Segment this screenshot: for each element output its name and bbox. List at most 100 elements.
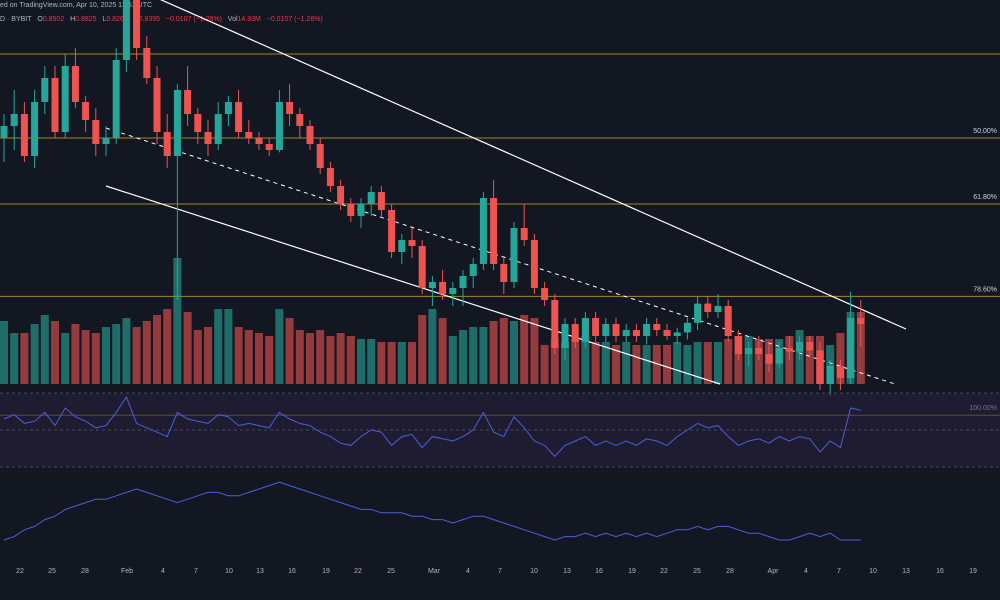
time-tick-label: 25: [48, 568, 56, 575]
volume-bar: [673, 342, 682, 384]
high-label: H: [70, 16, 76, 23]
candle-body: [224, 101, 232, 114]
time-tick-label: 25: [693, 568, 701, 575]
volume-bar: [510, 321, 518, 384]
volume-bar: [520, 315, 529, 384]
candle-body: [500, 264, 508, 283]
candle-body: [306, 125, 314, 145]
time-tick-label: Mar: [428, 568, 441, 575]
volume-bar: [20, 333, 29, 384]
candle-body: [775, 348, 783, 364]
time-tick-label: 19: [969, 568, 977, 575]
volume-bar: [703, 342, 712, 384]
candle-body: [0, 125, 8, 138]
candle-body: [388, 210, 396, 253]
candle-body: [724, 306, 732, 337]
channel-midline: [105, 127, 896, 385]
chart-header: ed on TradingView.com, Apr 10, 2025 12:5…: [0, 0, 1000, 32]
volume-bar: [459, 330, 467, 384]
volume-bar: [204, 327, 212, 384]
candle-body: [102, 138, 110, 145]
candle-body: [541, 288, 549, 301]
candle-body: [214, 113, 222, 145]
candle-body: [265, 144, 273, 151]
volume-bar: [408, 342, 416, 384]
time-axis: 22 25 28 Feb 4 7 10 13 16 19 22 25 Mar 4 7 10 13 16 19 22 25…: [16, 568, 977, 575]
time-tick-label: 25: [387, 568, 395, 575]
time-tick-label: 28: [726, 568, 734, 575]
volume-bar: [550, 339, 559, 384]
volume-bar: [81, 330, 90, 384]
volume-bar: [163, 309, 172, 384]
candle-body: [10, 113, 18, 126]
volume-bar: [428, 309, 437, 384]
low-value: 0.8262: [106, 16, 128, 23]
candle-body: [734, 336, 742, 355]
candle-body: [398, 240, 406, 253]
volume-bar: [724, 339, 733, 384]
vol-label: Vol: [227, 16, 238, 23]
candle-body: [663, 330, 671, 337]
volume-bar: [714, 342, 722, 384]
volume-bar: [571, 339, 580, 384]
candle-body: [694, 303, 702, 323]
time-tick-label: 16: [936, 568, 944, 575]
candle-body: [571, 324, 579, 343]
fib-label: 61.80%: [973, 194, 997, 201]
candle-body: [755, 348, 763, 355]
volume-bar: [326, 336, 335, 384]
volume-bar: [683, 345, 692, 384]
candle-body: [61, 65, 69, 132]
candle-body: [806, 342, 814, 351]
volume-bar: [479, 327, 488, 384]
candle-body: [41, 77, 49, 102]
time-tick-label: 4: [804, 568, 808, 575]
vol-value: 14.93M: [237, 16, 261, 23]
volume-bar: [540, 345, 549, 384]
time-tick-label: Feb: [121, 568, 133, 575]
candle-body: [530, 240, 538, 289]
candle-body: [520, 228, 528, 241]
volume-bar: [663, 345, 671, 384]
candle-body: [418, 246, 426, 289]
volume-bar: [591, 342, 600, 384]
candle-body: [82, 101, 90, 120]
candle-body: [622, 330, 630, 337]
candle-body: [347, 204, 355, 217]
fib-label: 50.00%: [973, 128, 997, 135]
time-tick-label: 22: [354, 568, 362, 575]
candle-body: [745, 348, 753, 355]
volume-bar: [10, 333, 19, 384]
volume-bar: [275, 309, 284, 384]
candle-body: [235, 101, 243, 132]
candle-body: [469, 264, 477, 277]
volume-bar: [295, 330, 304, 384]
time-tick-label: 16: [595, 568, 603, 575]
volume-bar: [30, 324, 39, 384]
volume-bar: [234, 327, 243, 384]
volume-bar: [173, 258, 182, 384]
volume-bar: [51, 321, 59, 384]
volume-bar: [265, 336, 274, 384]
oscillator-line: [3, 481, 861, 541]
candle-body: [847, 318, 855, 379]
volume-bar: [836, 333, 845, 384]
descending-channel[interactable]: [105, 0, 907, 385]
time-tick-label: 22: [660, 568, 668, 575]
candle-body: [194, 113, 202, 132]
channel-lower-line: [105, 185, 721, 385]
candle-body: [459, 276, 467, 289]
volume-bar: [142, 321, 151, 384]
volume-bar: [0, 321, 8, 384]
candle-body: [704, 303, 712, 313]
volume-bar: [255, 333, 263, 384]
volume-bar: [112, 324, 121, 384]
candle-body: [71, 65, 79, 102]
candle-body: [92, 119, 100, 145]
candle-body: [449, 288, 457, 295]
volume-bar: [102, 327, 110, 384]
candle-body: [163, 131, 171, 157]
time-tick-label: 13: [563, 568, 571, 575]
volume-bar: [40, 315, 49, 384]
